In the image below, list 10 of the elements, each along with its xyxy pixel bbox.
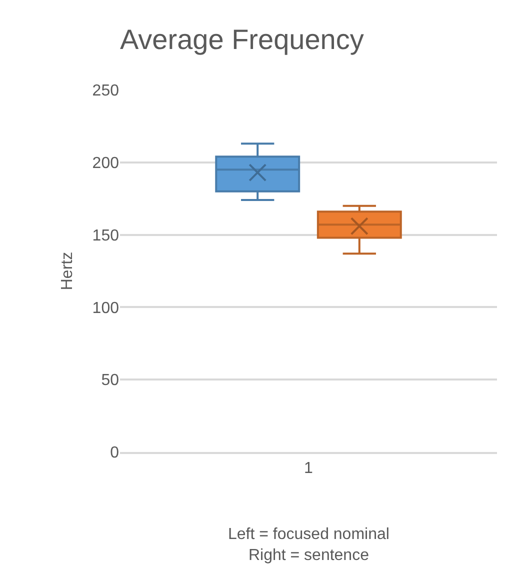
y-tick-label: 200 (92, 155, 120, 172)
x-tick-label: 1 (304, 460, 314, 477)
y-tick-label: 150 (92, 227, 120, 244)
y-axis-title: Hertz (59, 252, 76, 290)
text: Left = focused nominal Right = sentence (228, 526, 390, 564)
chart-title: Average Frequency (120, 24, 364, 55)
y-tick-label: 100 (92, 300, 120, 317)
y-tick-label: 250 (92, 82, 120, 100)
y-tick-label: 0 (110, 444, 120, 462)
y-tick-label: 50 (101, 372, 120, 390)
